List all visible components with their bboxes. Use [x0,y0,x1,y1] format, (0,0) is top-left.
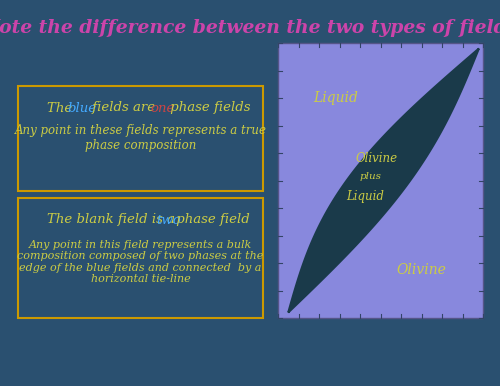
FancyBboxPatch shape [18,86,263,191]
Polygon shape [288,49,479,313]
FancyBboxPatch shape [18,198,263,318]
Text: phase fields: phase fields [166,102,251,115]
Text: Olivine: Olivine [396,263,446,277]
Text: phase field: phase field [172,213,250,227]
Text: Note the difference between the two types of fields: Note the difference between the two type… [0,19,500,37]
FancyBboxPatch shape [278,43,483,318]
Text: fields are: fields are [88,102,160,115]
Text: Any point in these fields represents a true
phase composition: Any point in these fields represents a t… [14,124,266,152]
Text: Liquid: Liquid [313,91,358,105]
Text: Any point in this field represents a bulk
composition composed of two phases at : Any point in this field represents a bul… [18,240,264,284]
Text: blue: blue [68,102,97,115]
Text: Liquid: Liquid [346,190,384,203]
Text: The blank field is a: The blank field is a [47,213,179,227]
Text: Olivine: Olivine [356,152,398,165]
Text: one: one [151,102,176,115]
Text: plus: plus [360,172,382,181]
Text: two: two [156,213,181,227]
Text: The: The [47,102,76,115]
